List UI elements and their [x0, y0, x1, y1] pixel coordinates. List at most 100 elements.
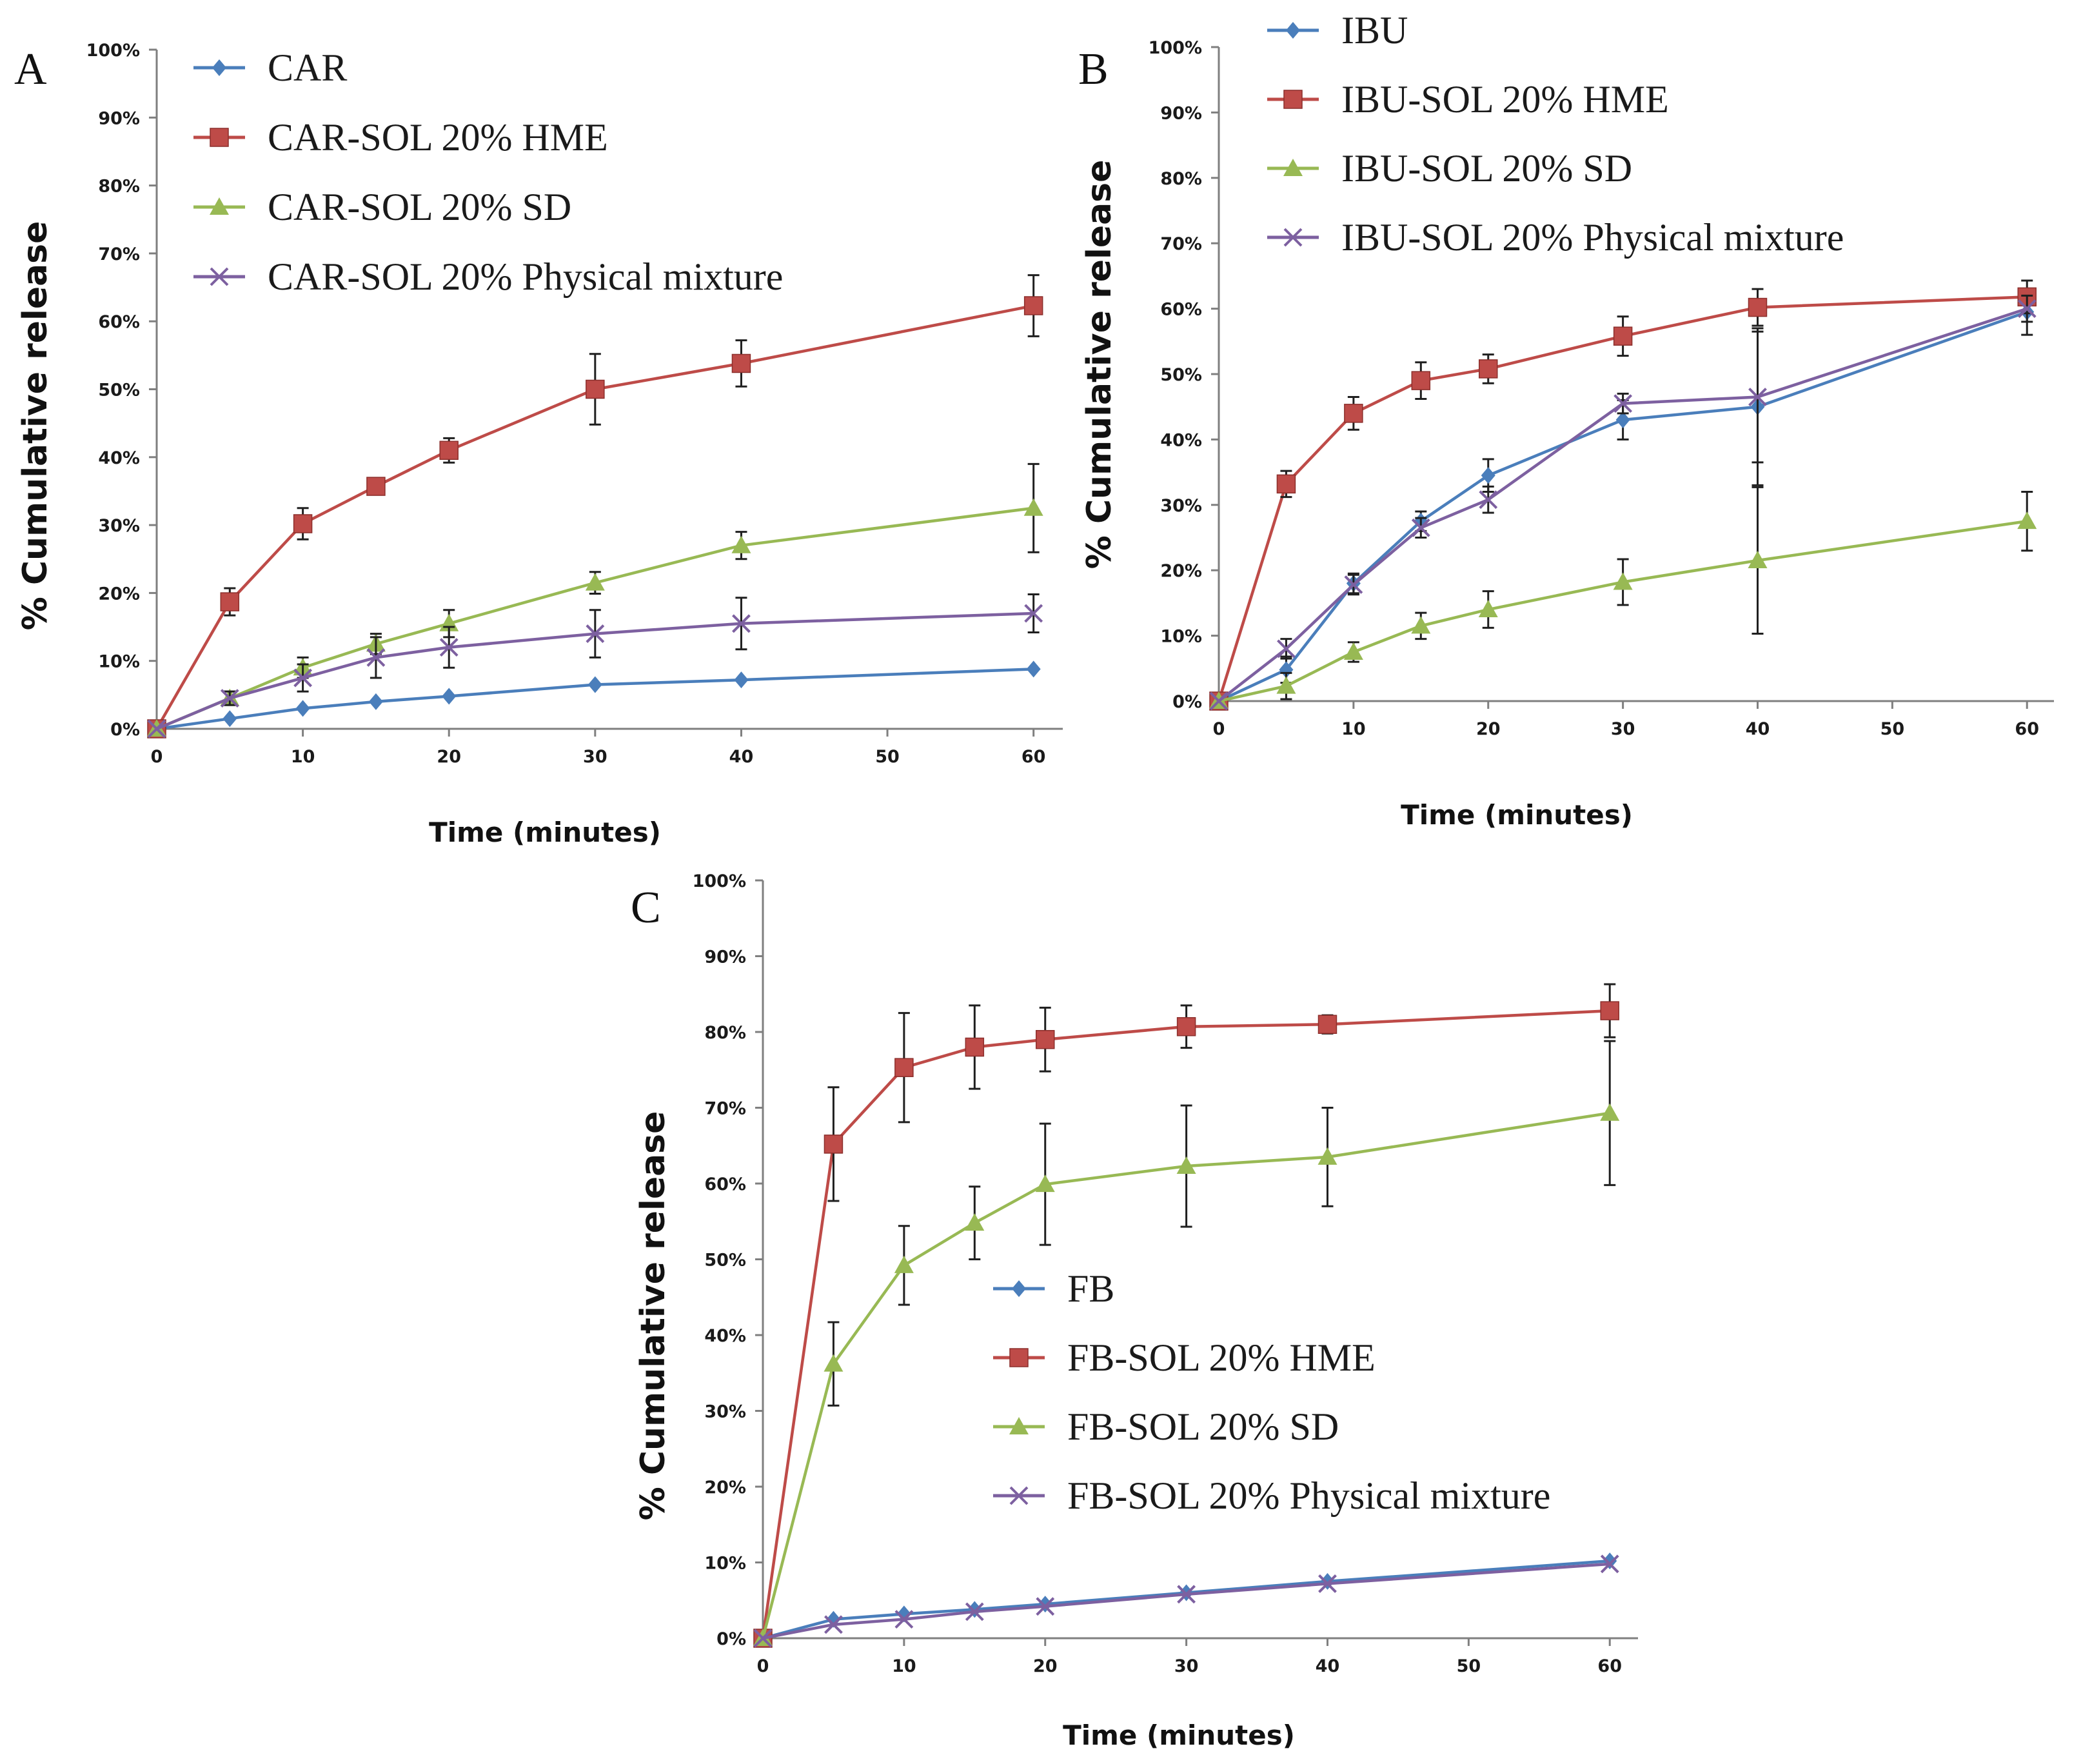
- series-line: [762, 1559, 1610, 1640]
- panel-b: B % Cumulative release Time (minutes) 0%…: [1078, 9, 2054, 831]
- data-point: [220, 689, 239, 708]
- x-tick-label: 40: [729, 747, 754, 767]
- data-point: [1023, 498, 1043, 516]
- y-tick-label: 10%: [98, 652, 140, 672]
- x-tick-label: 30: [1611, 719, 1635, 739]
- series-line: [155, 304, 1034, 730]
- legend-label: FB-SOL 20% Physical mixture: [1067, 1474, 1550, 1517]
- legend-label: CAR-SOL 20% SD: [268, 186, 571, 228]
- legend-item: FB-SOL 20% HME: [993, 1336, 1376, 1379]
- y-tick-label: 20%: [1160, 561, 1202, 581]
- y-tick-label: 100%: [86, 41, 140, 61]
- series-line: [1218, 307, 2028, 702]
- data-point: [732, 614, 751, 633]
- legend-label: IBU-SOL 20% SD: [1341, 147, 1632, 190]
- y-tick-label: 50%: [704, 1251, 746, 1271]
- series-ibu-sol-20-physical-mixture: [1209, 294, 2037, 711]
- x-tick-label: 10: [1341, 719, 1366, 739]
- y-tick-label: 50%: [98, 381, 140, 401]
- series-car: [150, 660, 1041, 737]
- legend-marker: [1283, 159, 1303, 176]
- x-tick-label: 30: [583, 747, 607, 767]
- data-point: [1317, 1147, 1337, 1165]
- plot-area: [753, 983, 1620, 1648]
- y-axis-title: % Cumulative release: [16, 221, 55, 631]
- legend-label: CAR-SOL 20% HME: [268, 116, 608, 159]
- data-point: [1411, 616, 1431, 634]
- x-axis-title: Time (minutes): [1401, 799, 1633, 831]
- panel-letter: B: [1078, 45, 1109, 94]
- data-point: [293, 514, 313, 533]
- data-point: [1478, 600, 1498, 618]
- data-point: [1600, 1554, 1619, 1574]
- data-point: [439, 638, 459, 657]
- x-tick-label: 60: [2015, 719, 2039, 739]
- y-tick-label: 0%: [1172, 692, 1202, 712]
- axes: 0% 10% 20% 30% 40% 50% 60% 70% 80% 90% 100% 0 10 20 30…: [1149, 38, 2054, 739]
- legend-label: IBU-SOL 20% Physical mixture: [1341, 216, 1844, 259]
- y-tick-label: 40%: [98, 448, 140, 468]
- x-tick-label: 20: [1476, 719, 1501, 739]
- y-tick-label: 80%: [98, 177, 140, 197]
- data-point: [1411, 518, 1430, 537]
- x-tick-label: 0: [757, 1656, 769, 1676]
- series-line: [1218, 519, 2028, 703]
- data-point: [1613, 572, 1633, 590]
- series-line: [156, 668, 1034, 731]
- data-point: [1613, 394, 1633, 413]
- data-point: [439, 441, 459, 461]
- y-tick-label: 80%: [704, 1023, 746, 1043]
- y-tick-label: 90%: [98, 108, 140, 128]
- data-point: [1209, 691, 1229, 711]
- data-point: [1026, 660, 1041, 678]
- y-tick-label: 60%: [704, 1174, 746, 1194]
- y-tick-label: 10%: [704, 1554, 746, 1574]
- data-point: [731, 353, 751, 373]
- legend: IBU IBU-SOL 20% HME IBU-SOL 20% SD IBU-SOL …: [1267, 9, 1844, 259]
- legend-item: IBU-SOL 20% Physical mixture: [1267, 216, 1844, 259]
- data-point: [368, 693, 383, 710]
- data-point: [585, 573, 605, 591]
- series-line: [762, 1562, 1610, 1640]
- y-tick-label: 90%: [704, 947, 746, 967]
- data-point: [753, 1629, 773, 1648]
- data-point: [2017, 299, 2037, 319]
- data-point: [965, 1213, 985, 1231]
- data-point: [965, 1602, 984, 1621]
- legend-marker: [212, 59, 226, 76]
- legend-item: CAR-SOL 20% HME: [193, 116, 608, 159]
- axes: 0% 10% 20% 30% 40% 50% 60% 70% 80% 90% 100% 0 10 20 30…: [86, 41, 1063, 767]
- y-tick-label: 40%: [1160, 430, 1202, 450]
- data-point: [1177, 1585, 1196, 1604]
- x-tick-label: 10: [892, 1656, 916, 1676]
- data-point: [147, 719, 166, 738]
- y-tick-label: 80%: [1160, 169, 1202, 189]
- legend-label: IBU: [1341, 9, 1408, 52]
- x-tick-label: 30: [1174, 1656, 1199, 1676]
- series-car-sol-20-physical-mixture: [147, 593, 1043, 738]
- plot-area: [1209, 279, 2037, 711]
- panel-a: A % Cumulative release Time (minutes) 0%…: [14, 41, 1063, 848]
- series-fb-sol-20-physical-mixture: [753, 1554, 1619, 1648]
- data-point: [366, 477, 386, 496]
- axes: 0% 10% 20% 30% 40% 50% 60% 70% 80% 90% 100% 0 10 20 30…: [693, 871, 1638, 1676]
- data-point: [1344, 404, 1363, 423]
- data-point: [1478, 359, 1498, 379]
- plot-area: [147, 274, 1043, 738]
- legend-label: FB: [1067, 1267, 1114, 1310]
- legend-marker: [1009, 1486, 1029, 1505]
- data-point: [1276, 676, 1296, 694]
- data-point: [1748, 388, 1767, 406]
- data-point: [1317, 1015, 1337, 1034]
- data-point: [1343, 642, 1363, 660]
- x-tick-label: 50: [1457, 1656, 1481, 1676]
- legend-marker: [1012, 1280, 1026, 1297]
- legend-label: CAR-SOL 20% Physical mixture: [268, 255, 783, 298]
- legend-marker: [210, 197, 229, 215]
- data-point: [1024, 604, 1043, 623]
- data-point: [894, 1610, 914, 1629]
- legend-label: FB-SOL 20% SD: [1067, 1405, 1339, 1448]
- panel-letter: C: [631, 883, 661, 933]
- data-point: [1176, 1017, 1196, 1036]
